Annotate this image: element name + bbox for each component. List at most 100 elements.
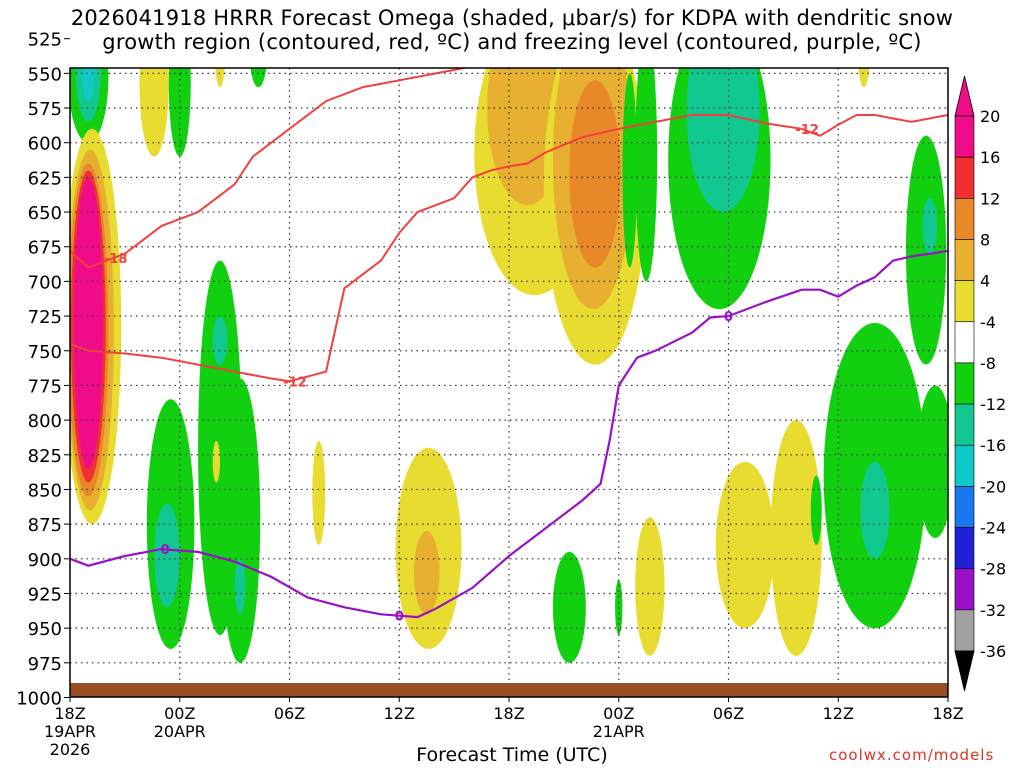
y-tick-label: 1000 bbox=[16, 689, 62, 710]
colorbar-label: -8 bbox=[980, 354, 996, 373]
y-tick-label: 725 bbox=[28, 307, 62, 328]
x-tick-sublabel: 20APR bbox=[154, 722, 206, 741]
omega-area-16 bbox=[234, 558, 246, 615]
colorbar-label: -12 bbox=[980, 395, 1006, 414]
dgz-label-bg bbox=[725, 11, 751, 25]
omega-area-15 bbox=[219, 378, 261, 663]
x-tick-label: 18Z bbox=[54, 704, 85, 723]
x-tick-label: 18Z bbox=[493, 704, 524, 723]
omega-area-43 bbox=[860, 461, 890, 559]
colorbar-bin bbox=[954, 444, 975, 487]
omega-area-41 bbox=[810, 475, 822, 545]
omega-area-12 bbox=[215, 68, 225, 88]
colorbar-bin bbox=[954, 568, 975, 611]
colorbar-label: -20 bbox=[980, 477, 1006, 496]
x-tick-label: 12Z bbox=[384, 704, 415, 723]
colorbar-bin bbox=[954, 321, 975, 364]
x-axis-title: Forecast Time (UTC) bbox=[416, 744, 608, 766]
y-tick-label: 625 bbox=[28, 168, 62, 189]
x-tick-label: 00Z bbox=[603, 704, 634, 723]
dgz-contour-label: -18 bbox=[104, 252, 128, 267]
freezing-level-label: 0 bbox=[161, 543, 170, 558]
colorbar-bin bbox=[954, 486, 975, 528]
omega-area-2 bbox=[81, 68, 96, 102]
omega-area-14 bbox=[212, 316, 228, 365]
omega-area-9 bbox=[139, 68, 169, 157]
omega-area-36 bbox=[552, 551, 586, 663]
x-tick-label: 06Z bbox=[713, 704, 744, 723]
colorbar-bottom-arrow bbox=[954, 650, 975, 692]
colorbar-bin bbox=[954, 403, 975, 446]
colorbar-label: 4 bbox=[980, 272, 990, 291]
y-tick-label: 600 bbox=[28, 134, 62, 155]
omega-area-30 bbox=[718, 11, 740, 60]
y-tick-label: 950 bbox=[28, 619, 62, 640]
omega-area-39 bbox=[715, 461, 775, 629]
x-tick-sublabel: 21APR bbox=[593, 722, 645, 741]
y-tick-label: 875 bbox=[28, 515, 62, 536]
x-tick-label: 06Z bbox=[274, 704, 305, 723]
freezing-level-line bbox=[70, 249, 948, 619]
colorbar-label: 8 bbox=[980, 230, 990, 249]
colorbar-label: -36 bbox=[980, 642, 1006, 661]
omega-area-3 bbox=[86, 11, 91, 66]
omega-area-11 bbox=[250, 68, 267, 88]
colorbar-bin bbox=[954, 527, 975, 569]
omega-area-35 bbox=[413, 531, 440, 615]
freezing-level-label: 0 bbox=[724, 310, 733, 325]
title-line-2: growth region (contoured, red, ºC) and f… bbox=[102, 30, 922, 54]
y-tick-label: 675 bbox=[28, 238, 62, 259]
y-tick-label: 525 bbox=[28, 30, 62, 51]
colorbar-bin bbox=[954, 280, 975, 323]
colorbar-bin bbox=[954, 198, 975, 240]
y-tick-label: 650 bbox=[28, 203, 62, 224]
omega-area-33 bbox=[922, 198, 938, 254]
colorbar-bin bbox=[954, 609, 975, 652]
omega-area-20 bbox=[312, 440, 326, 545]
y-tick-label: 750 bbox=[28, 342, 62, 363]
x-tick-label: 00Z bbox=[164, 704, 195, 723]
title-line-1: 2026041918 HRRR Forecast Omega (shaded, … bbox=[70, 6, 954, 30]
x-tick-sublabel: 19APR bbox=[44, 722, 96, 741]
credit-text: coolwx.com/models bbox=[829, 746, 995, 764]
colorbar-label: -16 bbox=[980, 436, 1006, 455]
omega-area-8 bbox=[73, 177, 103, 469]
omega-area-26 bbox=[635, 68, 658, 282]
colorbar-bin bbox=[954, 115, 975, 158]
y-tick-label: 550 bbox=[28, 64, 62, 85]
colorbar-label: 16 bbox=[980, 148, 1000, 167]
colorbar-bin bbox=[954, 156, 975, 199]
dgz-contour-1 bbox=[70, 114, 948, 383]
x-tick-label: 18Z bbox=[932, 704, 963, 723]
colorbar-label: -4 bbox=[980, 313, 996, 332]
y-tick-label: 800 bbox=[28, 411, 62, 432]
colorbar-label: -24 bbox=[980, 519, 1006, 538]
colorbar-label: -32 bbox=[980, 601, 1006, 620]
x-tick-label: 12Z bbox=[823, 704, 854, 723]
colorbar-label: -28 bbox=[980, 560, 1006, 579]
dgz-contour-label: -12 bbox=[283, 375, 307, 390]
colorbar-top-arrow bbox=[954, 75, 975, 117]
omega-area-44 bbox=[916, 385, 948, 538]
y-tick-label: 850 bbox=[28, 480, 62, 501]
y-tick-label: 575 bbox=[28, 99, 62, 120]
omega-area-1 bbox=[75, 68, 102, 122]
colorbar-bin bbox=[954, 362, 975, 405]
omega-area-29 bbox=[686, 68, 760, 213]
omega-area-40 bbox=[770, 420, 822, 656]
dgz-contour-label: -12 bbox=[795, 123, 819, 138]
omega-area-32 bbox=[905, 135, 947, 365]
omega-area-31 bbox=[858, 68, 870, 88]
dgz-contour-label: -18 bbox=[726, 12, 750, 27]
omega-area-18 bbox=[154, 503, 180, 608]
y-tick-label: 700 bbox=[28, 272, 62, 293]
omega-area-25 bbox=[569, 80, 621, 268]
omega-area-38 bbox=[635, 517, 665, 656]
chart-title: 2026041918 HRRR Forecast Omega (shaded, … bbox=[0, 6, 1024, 54]
omega-area-27 bbox=[622, 73, 638, 268]
y-tick-label: 975 bbox=[28, 654, 62, 675]
dgz-contour-0 bbox=[70, 68, 470, 269]
freezing-level-label: 0 bbox=[395, 610, 404, 625]
colorbar-label: 12 bbox=[980, 189, 1000, 208]
